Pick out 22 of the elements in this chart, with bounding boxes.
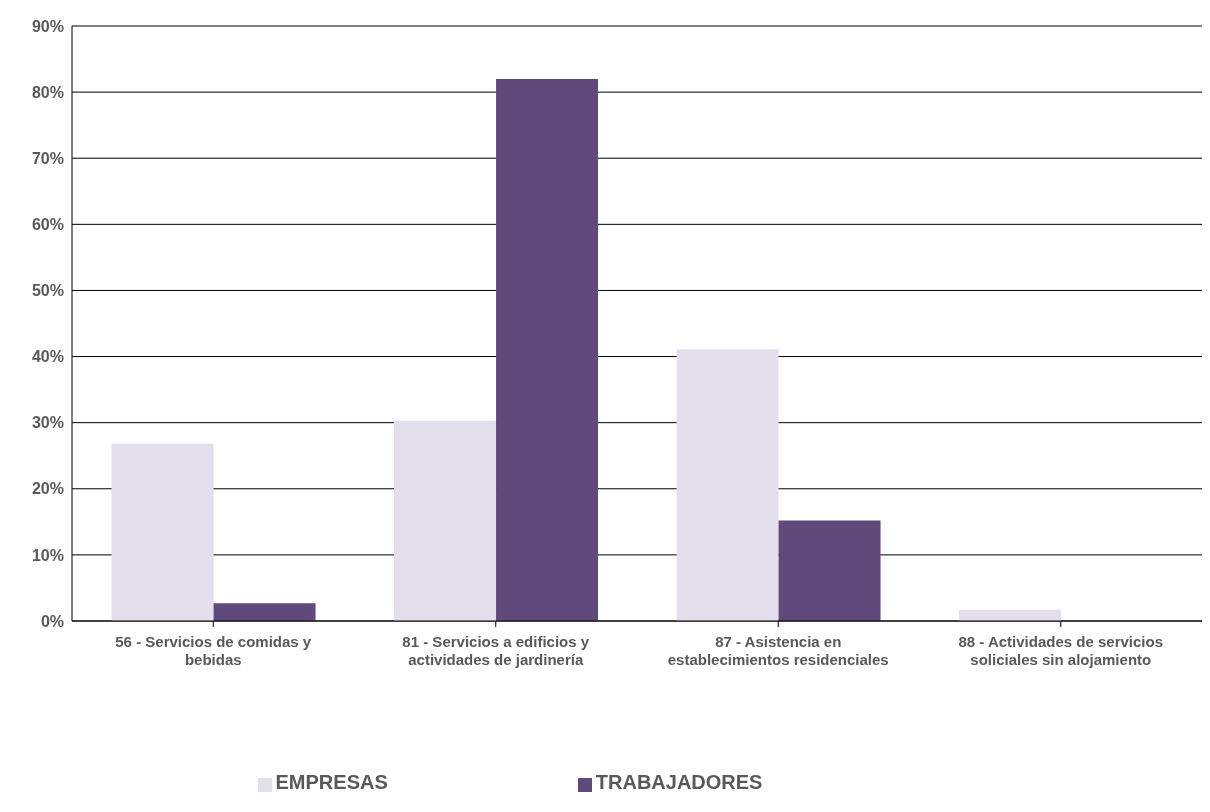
x-tick-label: 87 - Asistencia en establecimientos residenciales [667,633,889,668]
y-tick-label: 20% [31,480,64,498]
legend-label: EMPRESAS [275,771,388,793]
bar [778,520,881,621]
bar [676,349,779,621]
y-tick-label: 10% [31,546,64,564]
y-tick-label: 70% [31,149,64,167]
y-tick-label: 80% [31,83,64,101]
x-tick-label: 56 - Servicios de comidas y bebidas [115,633,312,668]
bar [394,420,497,621]
bar [111,443,214,621]
y-tick-label: 30% [31,414,64,432]
x-tick-label: 88 - Actividades de servicios soliciales sin alojamiento [958,633,1164,668]
y-tick-label: 50% [31,282,64,300]
y-tick-label: 90% [31,17,64,35]
bar [213,603,316,621]
x-tick-label: 81 - Servicios a edificios y actividades de jardinería [402,633,590,668]
y-tick-label: 60% [31,216,64,234]
y-tick-label: 0% [40,612,64,630]
y-tick-label: 40% [31,348,64,366]
bar [496,78,599,621]
legend-label: TRABAJADORES [595,771,763,793]
